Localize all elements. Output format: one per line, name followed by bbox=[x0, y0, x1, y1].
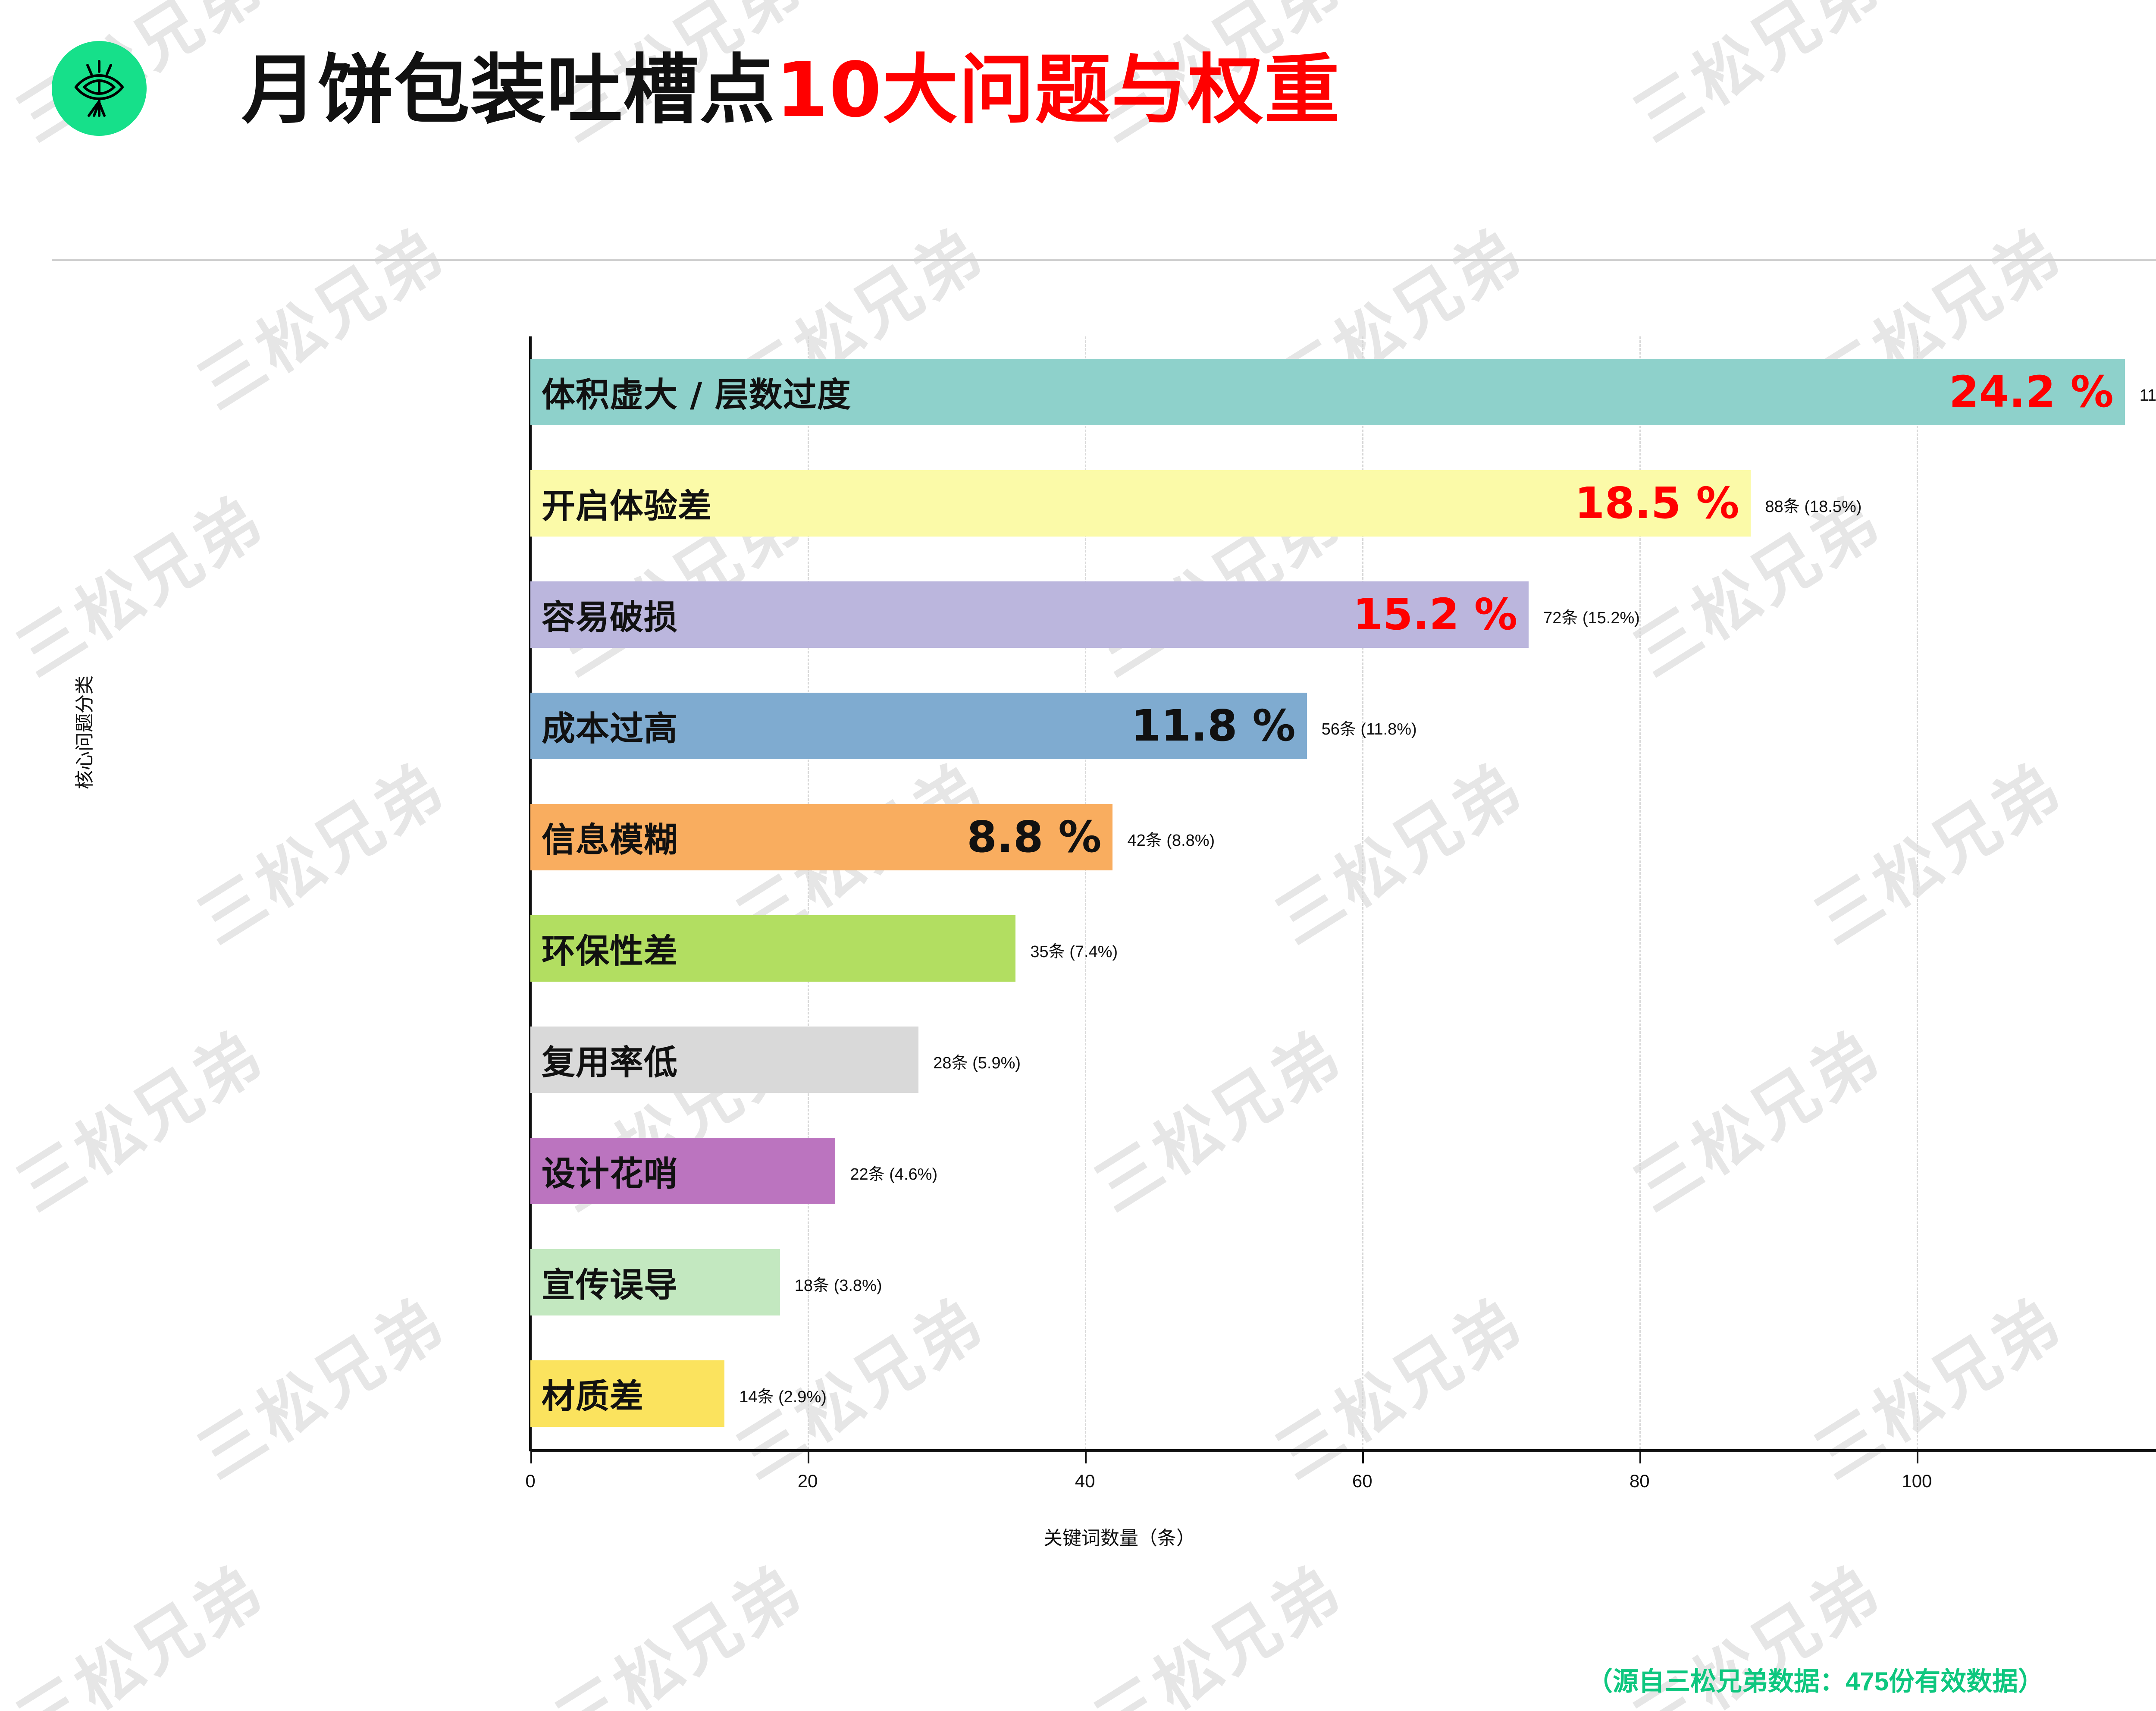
bar-percent-label: 15.2 % bbox=[1353, 589, 1518, 640]
bar-value-note: 42条 (8.8%) bbox=[1127, 832, 1215, 850]
bar-2: 开启体验差 18.5 % bbox=[530, 470, 1751, 537]
x-axis-tick bbox=[530, 1452, 532, 1463]
x-axis-tick-label: 20 bbox=[797, 1471, 818, 1491]
bar-percent-label: 24.2 % bbox=[1949, 367, 2114, 418]
bar-percent-label: 18.5 % bbox=[1574, 478, 1739, 529]
bar-9: 宣传误导 bbox=[530, 1249, 780, 1316]
page-title: 月饼包装吐槽点10大问题与权重 bbox=[241, 51, 1341, 130]
bar-7: 复用率低 bbox=[530, 1026, 919, 1093]
page-title-black: 月饼包装吐槽点 bbox=[241, 47, 776, 134]
bar-label: 开启体验差 bbox=[542, 487, 712, 526]
bar-4: 成本过高 11.8 % bbox=[530, 692, 1307, 760]
bar-value-note: 115条 (24.2%) bbox=[2139, 386, 2156, 405]
source-note: （源自三松兄弟数据：475份有效数据） bbox=[1587, 1667, 2044, 1696]
page-header: 月饼包装吐槽点10大问题与权重 3-BROS 三松兄弟® 市场研究报告 中秋季 … bbox=[0, 0, 2156, 263]
bar-3: 容易破损 15.2 % bbox=[530, 581, 1529, 648]
y-axis-line bbox=[529, 336, 532, 1451]
bar-value-note: 56条 (11.8%) bbox=[1321, 720, 1417, 738]
bar-value-note: 35条 (7.4%) bbox=[1030, 943, 1118, 961]
x-axis-line bbox=[530, 1449, 2156, 1452]
gridline bbox=[1639, 336, 1641, 1449]
x-axis-tick-label: 60 bbox=[1352, 1471, 1373, 1491]
bar-8: 设计花哨 bbox=[530, 1137, 836, 1205]
bar-1: 体积虚大 / 层数过度 24.2 % bbox=[530, 358, 2125, 426]
bar-label: 体积虚大 / 层数过度 bbox=[542, 375, 851, 414]
bar-value-note: 22条 (4.6%) bbox=[850, 1165, 938, 1184]
bar-label: 成本过高 bbox=[542, 709, 678, 748]
x-axis-tick-label: 80 bbox=[1629, 1471, 1650, 1491]
bar-5: 信息模糊 8.8 % bbox=[530, 804, 1113, 871]
x-axis-tick bbox=[1917, 1452, 1919, 1463]
x-axis-title: 关键词数量（条） bbox=[1044, 1528, 1195, 1549]
bar-value-note: 14条 (2.9%) bbox=[739, 1388, 827, 1406]
bar-value-note: 72条 (15.2%) bbox=[1543, 609, 1640, 627]
bar-value-note: 28条 (5.9%) bbox=[933, 1054, 1021, 1072]
x-axis-tick bbox=[808, 1452, 810, 1463]
x-axis-tick bbox=[1362, 1452, 1364, 1463]
gridline bbox=[1917, 336, 1918, 1449]
bar-label: 环保性差 bbox=[542, 932, 678, 971]
bar-6: 环保性差 bbox=[530, 915, 1016, 982]
x-axis-tick-label: 0 bbox=[525, 1471, 536, 1491]
bar-label: 宣传误导 bbox=[542, 1265, 678, 1305]
bar-value-note: 18条 (3.8%) bbox=[794, 1277, 882, 1295]
gridline bbox=[808, 336, 809, 1449]
bar-label: 复用率低 bbox=[542, 1043, 678, 1082]
gridline bbox=[1085, 336, 1087, 1449]
page-footer: 2025 / 10 三松兄弟研究数据中心：http://www.sunsonch… bbox=[0, 1656, 2156, 1684]
bar-10: 材质差 bbox=[530, 1360, 725, 1427]
eye-sprout-icon bbox=[52, 41, 147, 136]
page-title-red: 10大问题与权重 bbox=[776, 47, 1341, 134]
bar-label: 材质差 bbox=[542, 1377, 644, 1416]
y-axis-title: 核心问题分类 bbox=[74, 675, 95, 789]
bar-value-note: 88条 (18.5%) bbox=[1765, 498, 1862, 516]
bar-percent-label: 11.8 % bbox=[1131, 700, 1296, 751]
bar-percent-label: 8.8 % bbox=[967, 812, 1102, 863]
x-axis-tick-label: 100 bbox=[1902, 1471, 1932, 1491]
x-axis-tick bbox=[1085, 1452, 1087, 1463]
bar-chart: 核心问题分类 关键词数量（条） （源自三松兄弟数据：475份有效数据） 0 20 4… bbox=[52, 280, 2156, 1696]
header-divider bbox=[52, 259, 2156, 261]
bar-label: 容易破损 bbox=[542, 598, 678, 637]
bar-label: 信息模糊 bbox=[542, 820, 678, 860]
bar-label: 设计花哨 bbox=[542, 1154, 678, 1193]
x-axis-tick bbox=[1639, 1452, 1642, 1463]
gridline bbox=[1362, 336, 1364, 1449]
x-axis-tick-label: 40 bbox=[1075, 1471, 1095, 1491]
plot-area bbox=[530, 336, 2156, 1449]
